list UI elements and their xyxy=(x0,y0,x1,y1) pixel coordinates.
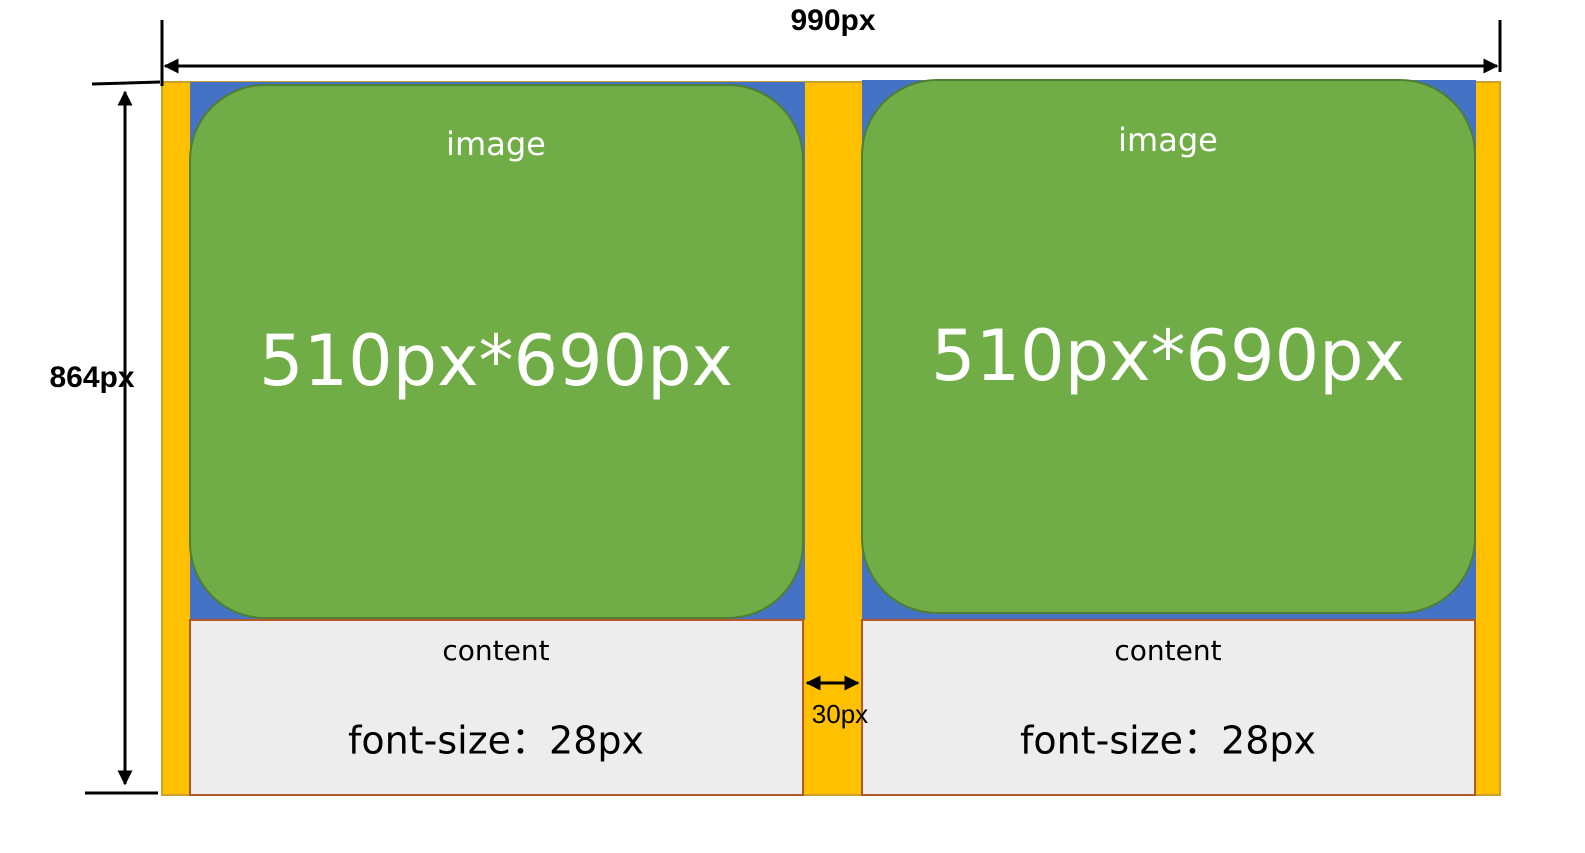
image-label: image xyxy=(446,125,546,163)
content-box xyxy=(189,619,804,796)
content-label: content xyxy=(1114,634,1221,667)
image-box xyxy=(189,84,804,619)
content-label: content xyxy=(442,634,549,667)
card: image 510px*690px content font-size：28px xyxy=(861,79,1476,796)
content-box xyxy=(861,619,1476,796)
image-size: 510px*690px xyxy=(931,315,1405,397)
image-size: 510px*690px xyxy=(259,320,733,402)
font-label: font-size：28px xyxy=(348,719,644,763)
width-label: 990px xyxy=(790,4,875,37)
font-label: font-size：28px xyxy=(1020,719,1316,763)
gap-label: 30px xyxy=(812,699,868,729)
image-box xyxy=(861,79,1476,614)
dimension-tick xyxy=(91,80,161,86)
height-label: 864px xyxy=(49,361,134,394)
image-label: image xyxy=(1118,121,1218,159)
card: image 510px*690px content font-size：28px xyxy=(189,82,805,796)
